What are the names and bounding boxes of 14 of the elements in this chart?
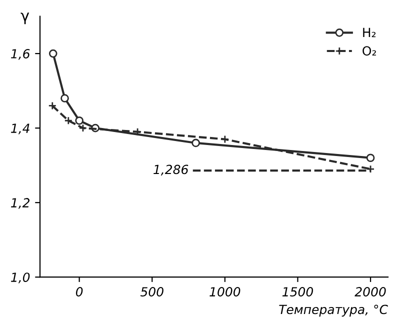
y-axis-title: γ <box>20 12 30 24</box>
legend-label: H₂ <box>363 28 376 38</box>
annotation: 1,286 <box>154 164 188 176</box>
x-tick-label: 500 <box>140 287 164 296</box>
y-tick-label: 1,2 <box>11 198 30 209</box>
x-tick-label: 1000 <box>210 287 240 296</box>
y-tick-label: 1,4 <box>11 124 30 134</box>
y-tick-label: 1,6 <box>11 49 30 60</box>
x-tick-label: 1500 <box>282 287 313 296</box>
x-tick-label: 2000 <box>354 287 386 296</box>
legend-label: O₂ <box>362 46 376 56</box>
x-axis-title: Температура, °C <box>279 304 388 317</box>
x-tick-label: 0 <box>76 287 83 296</box>
y-tick-label: 1,0 <box>11 272 30 284</box>
